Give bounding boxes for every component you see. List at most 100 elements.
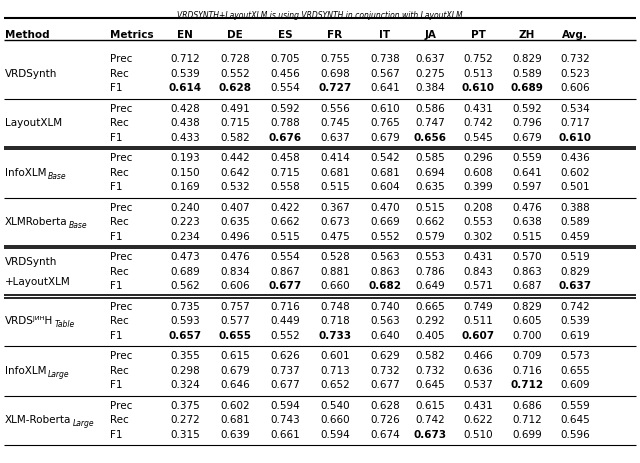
Text: 0.234: 0.234 bbox=[170, 232, 200, 242]
Text: Metrics: Metrics bbox=[110, 30, 154, 40]
Text: 0.476: 0.476 bbox=[220, 252, 250, 262]
Text: 0.687: 0.687 bbox=[512, 281, 542, 291]
Text: Large: Large bbox=[47, 370, 69, 379]
Text: 0.476: 0.476 bbox=[512, 203, 542, 213]
Text: 0.606: 0.606 bbox=[560, 83, 590, 93]
Text: 0.470: 0.470 bbox=[370, 203, 400, 213]
Text: 0.681: 0.681 bbox=[220, 415, 250, 425]
Text: 0.622: 0.622 bbox=[463, 415, 493, 425]
Text: 0.407: 0.407 bbox=[220, 203, 250, 213]
Text: 0.637: 0.637 bbox=[415, 54, 445, 64]
Text: 0.559: 0.559 bbox=[512, 153, 542, 163]
Text: 0.571: 0.571 bbox=[463, 281, 493, 291]
Text: 0.709: 0.709 bbox=[512, 351, 542, 361]
Text: 0.679: 0.679 bbox=[512, 133, 542, 143]
Text: 0.662: 0.662 bbox=[415, 217, 445, 227]
Text: 0.614: 0.614 bbox=[168, 83, 202, 93]
Text: Prec: Prec bbox=[110, 351, 132, 361]
Text: 0.715: 0.715 bbox=[270, 168, 300, 178]
Text: 0.367: 0.367 bbox=[320, 203, 350, 213]
Text: 0.563: 0.563 bbox=[370, 316, 400, 326]
Text: 0.473: 0.473 bbox=[170, 252, 200, 262]
Text: 0.740: 0.740 bbox=[370, 302, 400, 312]
Text: 0.629: 0.629 bbox=[370, 351, 400, 361]
Text: 0.656: 0.656 bbox=[413, 133, 447, 143]
Text: 0.673: 0.673 bbox=[413, 430, 447, 440]
Text: 0.438: 0.438 bbox=[170, 118, 200, 128]
Text: 0.275: 0.275 bbox=[415, 69, 445, 79]
Text: Rec: Rec bbox=[110, 415, 129, 425]
Text: 0.628: 0.628 bbox=[370, 401, 400, 411]
Text: 0.660: 0.660 bbox=[320, 281, 350, 291]
Text: 0.686: 0.686 bbox=[512, 401, 542, 411]
Text: Rec: Rec bbox=[110, 267, 129, 277]
Text: 0.562: 0.562 bbox=[170, 281, 200, 291]
Text: 0.240: 0.240 bbox=[170, 203, 200, 213]
Text: 0.765: 0.765 bbox=[370, 118, 400, 128]
Text: 0.540: 0.540 bbox=[320, 401, 350, 411]
Text: 0.515: 0.515 bbox=[320, 182, 350, 192]
Text: 0.604: 0.604 bbox=[370, 182, 400, 192]
Text: 0.466: 0.466 bbox=[463, 351, 493, 361]
Text: 0.755: 0.755 bbox=[320, 54, 350, 64]
Text: 0.635: 0.635 bbox=[220, 217, 250, 227]
Text: F1: F1 bbox=[110, 83, 122, 93]
Text: 0.679: 0.679 bbox=[370, 133, 400, 143]
Text: 0.428: 0.428 bbox=[170, 104, 200, 114]
Text: 0.597: 0.597 bbox=[512, 182, 542, 192]
Text: 0.399: 0.399 bbox=[463, 182, 493, 192]
Text: 0.619: 0.619 bbox=[560, 331, 590, 341]
Text: Prec: Prec bbox=[110, 401, 132, 411]
Text: ES: ES bbox=[278, 30, 292, 40]
Text: 0.718: 0.718 bbox=[320, 316, 350, 326]
Text: 0.554: 0.554 bbox=[270, 83, 300, 93]
Text: 0.208: 0.208 bbox=[463, 203, 493, 213]
Text: 0.573: 0.573 bbox=[560, 351, 590, 361]
Text: Prec: Prec bbox=[110, 54, 132, 64]
Text: 0.602: 0.602 bbox=[220, 401, 250, 411]
Text: 0.375: 0.375 bbox=[170, 401, 200, 411]
Text: 0.513: 0.513 bbox=[463, 69, 493, 79]
Text: 0.742: 0.742 bbox=[560, 302, 590, 312]
Text: Large: Large bbox=[72, 419, 94, 428]
Text: 0.637: 0.637 bbox=[559, 281, 591, 291]
Text: 0.542: 0.542 bbox=[370, 153, 400, 163]
Text: F1: F1 bbox=[110, 133, 122, 143]
Text: 0.649: 0.649 bbox=[415, 281, 445, 291]
Text: 0.626: 0.626 bbox=[270, 351, 300, 361]
Text: 0.757: 0.757 bbox=[220, 302, 250, 312]
Text: 0.553: 0.553 bbox=[415, 252, 445, 262]
Text: XLM-Roberta: XLM-Roberta bbox=[5, 415, 72, 425]
Text: 0.592: 0.592 bbox=[512, 104, 542, 114]
Text: 0.737: 0.737 bbox=[270, 366, 300, 376]
Text: 0.676: 0.676 bbox=[268, 133, 301, 143]
Text: 0.645: 0.645 bbox=[560, 415, 590, 425]
Text: 0.745: 0.745 bbox=[320, 118, 350, 128]
Text: 0.749: 0.749 bbox=[463, 302, 493, 312]
Text: 0.752: 0.752 bbox=[463, 54, 493, 64]
Text: 0.539: 0.539 bbox=[560, 316, 590, 326]
Text: VRDSynth: VRDSynth bbox=[5, 257, 58, 267]
Text: 0.660: 0.660 bbox=[320, 415, 350, 425]
Text: 0.582: 0.582 bbox=[220, 133, 250, 143]
Text: 0.674: 0.674 bbox=[370, 430, 400, 440]
Text: 0.589: 0.589 bbox=[560, 217, 590, 227]
Text: FR: FR bbox=[328, 30, 342, 40]
Text: 0.433: 0.433 bbox=[170, 133, 200, 143]
Text: 0.726: 0.726 bbox=[370, 415, 400, 425]
Text: 0.727: 0.727 bbox=[318, 83, 351, 93]
Text: 0.193: 0.193 bbox=[170, 153, 200, 163]
Text: 0.673: 0.673 bbox=[320, 217, 350, 227]
Text: 0.732: 0.732 bbox=[560, 54, 590, 64]
Text: 0.532: 0.532 bbox=[220, 182, 250, 192]
Text: 0.742: 0.742 bbox=[415, 415, 445, 425]
Text: 0.607: 0.607 bbox=[461, 331, 495, 341]
Text: 0.150: 0.150 bbox=[170, 168, 200, 178]
Text: 0.713: 0.713 bbox=[320, 366, 350, 376]
Text: 0.640: 0.640 bbox=[370, 331, 400, 341]
Text: 0.610: 0.610 bbox=[461, 83, 495, 93]
Text: XLMRoberta: XLMRoberta bbox=[5, 217, 68, 227]
Text: 0.582: 0.582 bbox=[415, 351, 445, 361]
Text: Rec: Rec bbox=[110, 118, 129, 128]
Text: F1: F1 bbox=[110, 281, 122, 291]
